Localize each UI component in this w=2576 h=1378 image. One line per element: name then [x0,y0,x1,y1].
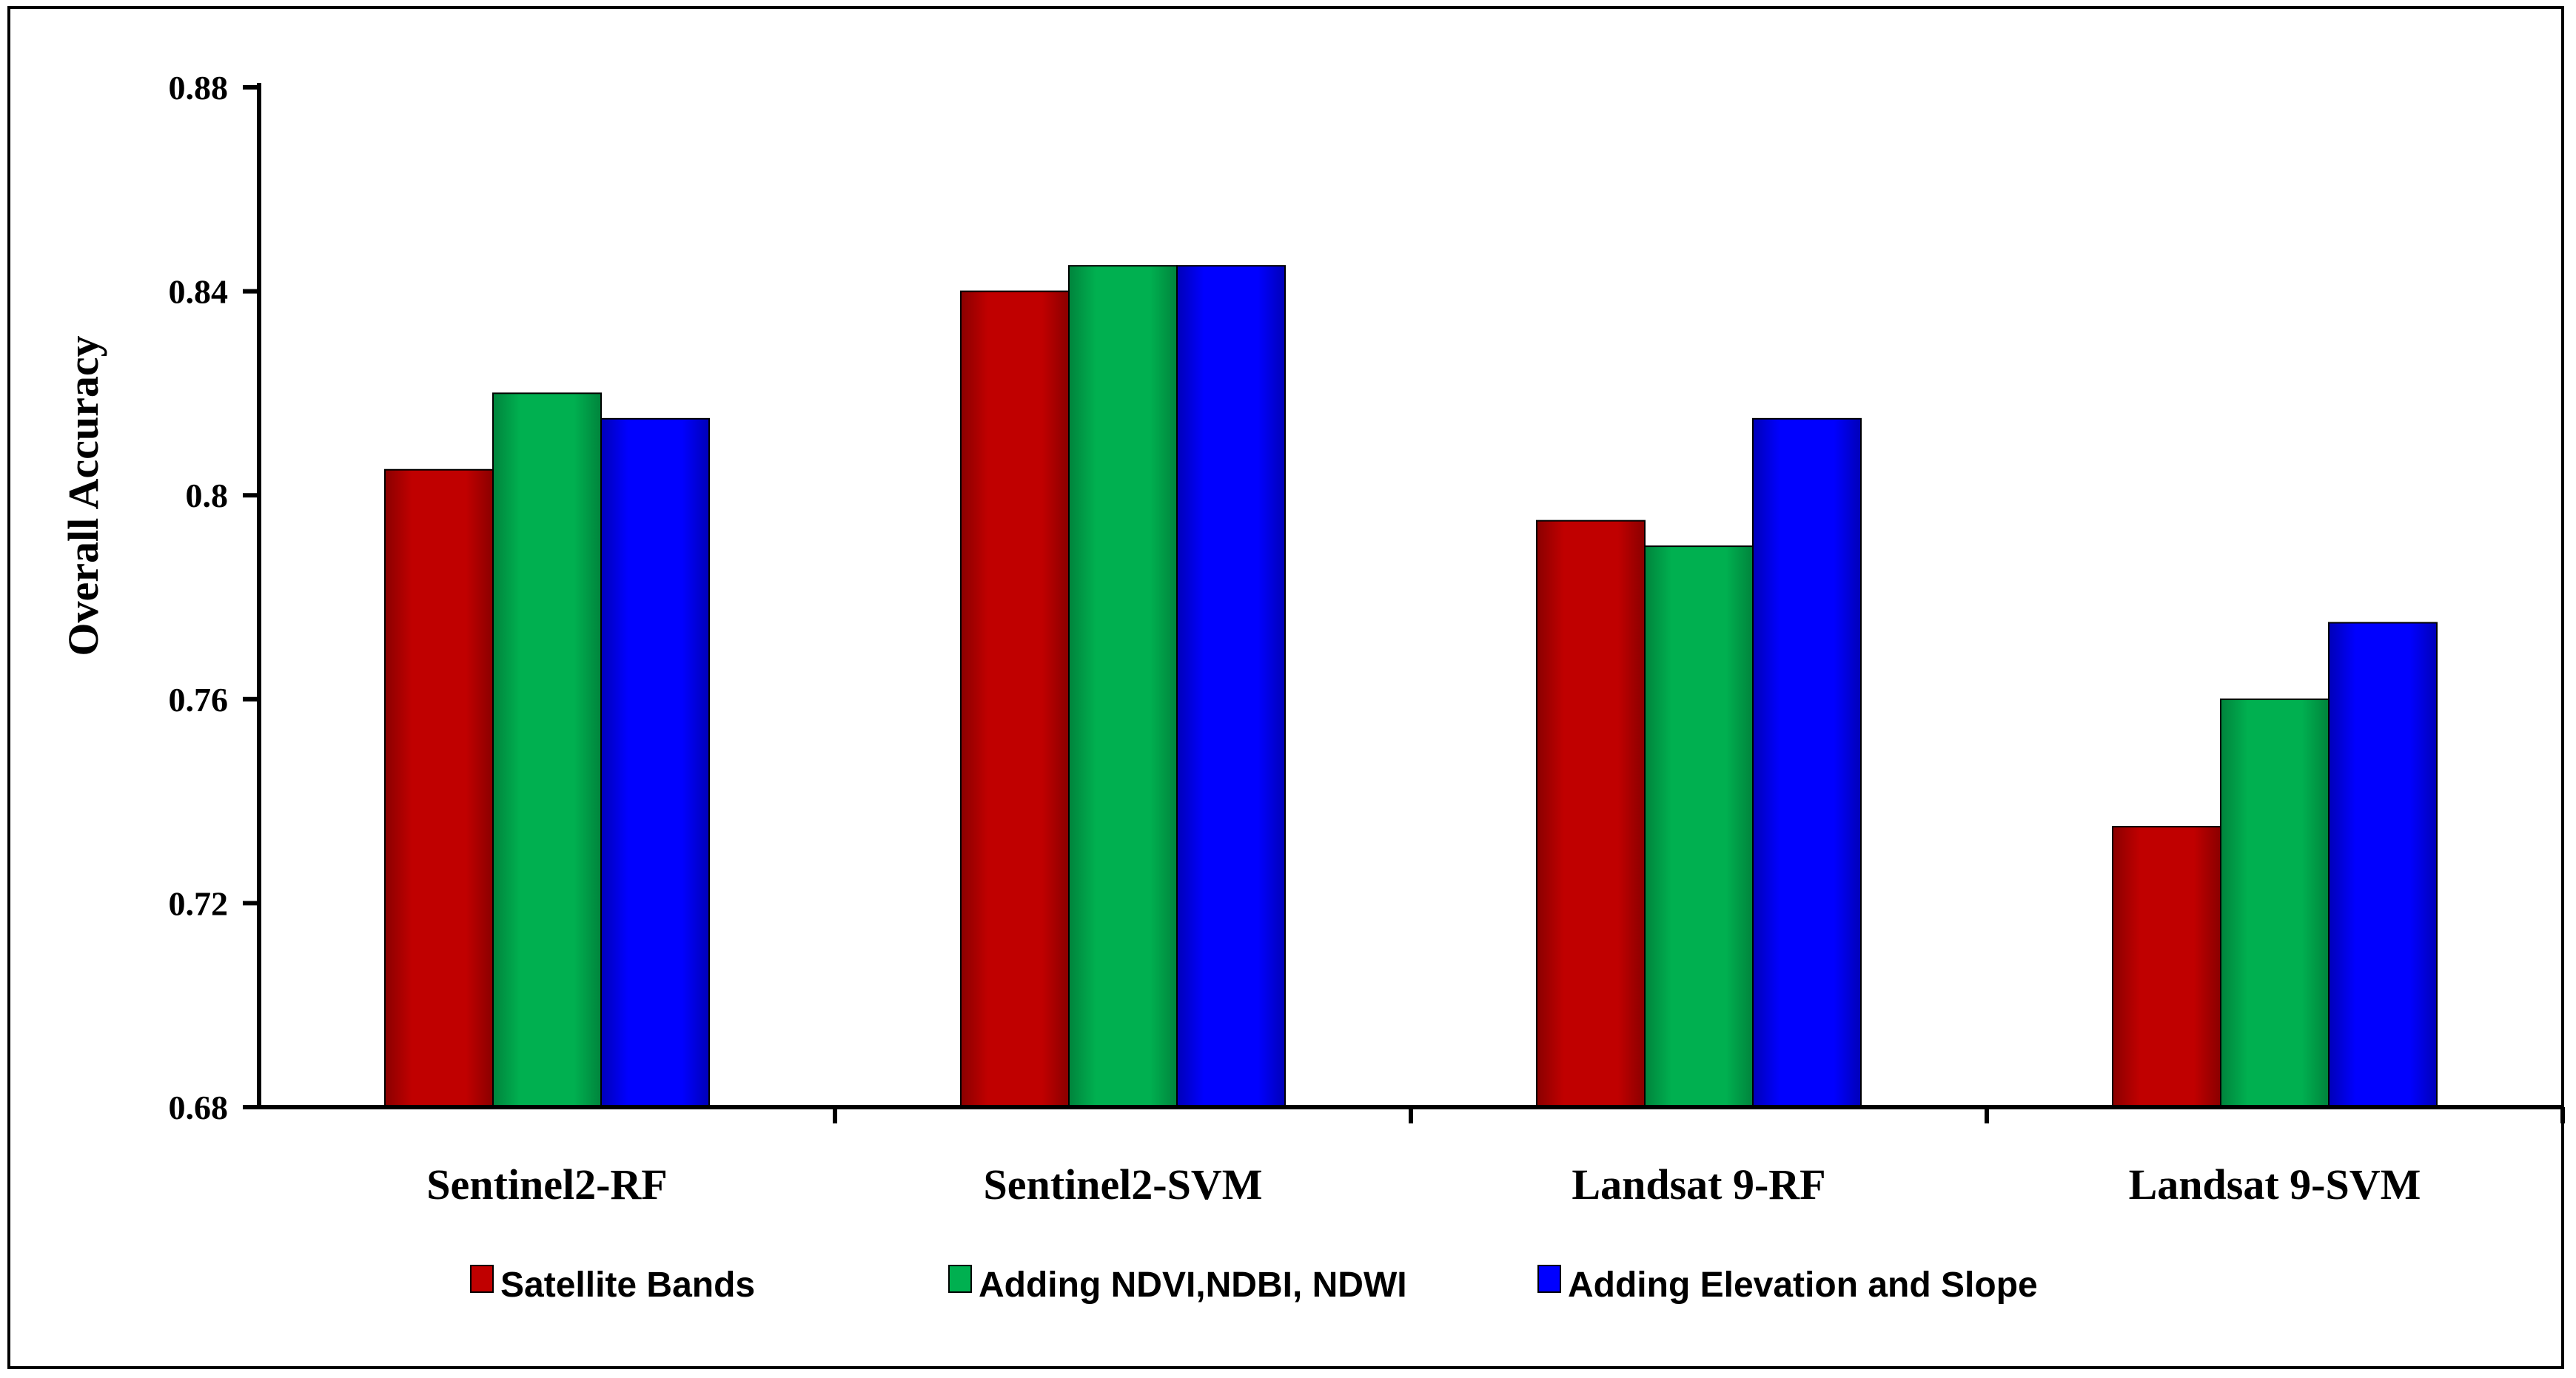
legend-label-series-2: Adding NDVI,NDBI, NDWI [979,1266,1407,1305]
y-tick-label: 0.68 [169,1089,229,1126]
bar-sentinel2-rf-series-1 [384,468,494,1108]
bar-landsat-9-svm-series-2 [2220,698,2330,1108]
legend-swatch-series-3 [1537,1265,1561,1293]
y-tick-label: 0.84 [169,273,229,311]
bar-landsat-9-rf-series-1 [1536,520,1646,1108]
bar-sentinel2-svm-series-1 [960,290,1070,1109]
legend-swatch-series-2 [948,1265,972,1293]
y-axis: 0.68 0.72 0.76 0.8 0.84 0.88 [169,69,261,1126]
y-tick-label: 0.72 [169,884,229,922]
legend-swatch-series-1 [470,1265,494,1293]
bar-sentinel2-svm-series-3 [1176,265,1286,1108]
legend: Satellite Bands Adding NDVI,NDBI, NDWI Add… [470,1265,2038,1305]
x-axis: Sentinel2-RF Sentinel2-SVM Landsat 9-RF Lan… [259,1105,2565,1209]
bar-sentinel2-svm-series-2 [1068,265,1178,1108]
y-tick-label: 0.88 [169,69,229,107]
x-tick-label: Landsat 9-SVM [2129,1160,2421,1209]
y-tick-label: 0.8 [186,477,229,514]
legend-label-series-3: Adding Elevation and Slope [1568,1266,2038,1305]
x-tick-label: Sentinel2-RF [426,1160,667,1209]
bar-landsat-9-rf-series-2 [1644,545,1754,1108]
x-tick-label: Landsat 9-RF [1572,1160,1825,1209]
bar-sentinel2-rf-series-2 [492,392,602,1108]
bar-landsat-9-svm-series-1 [2112,826,2221,1109]
x-tick-label: Sentinel2-SVM [984,1160,1263,1209]
bar-landsat-9-svm-series-3 [2328,622,2438,1108]
bar-landsat-9-rf-series-3 [1752,417,1862,1108]
y-axis-title: Overall Accuracy [59,335,107,656]
legend-label-series-1: Satellite Bands [500,1266,755,1305]
bar-sentinel2-rf-series-3 [600,417,710,1108]
y-tick-label: 0.76 [169,681,229,719]
bars-group [384,265,2438,1109]
